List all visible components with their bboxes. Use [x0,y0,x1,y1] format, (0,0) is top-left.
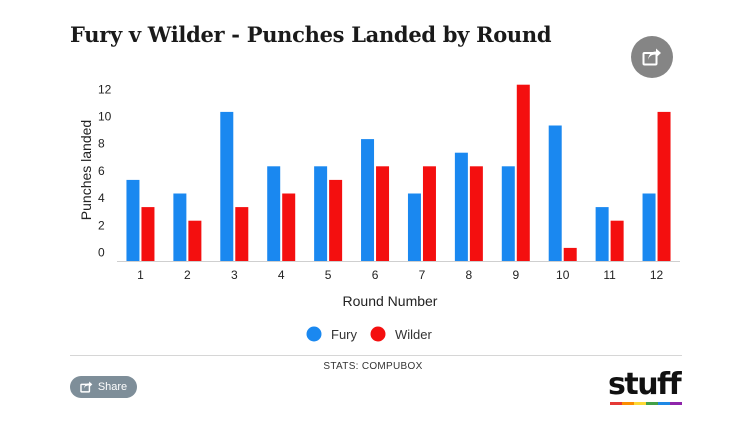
bar-wilder-round-5[interactable] [329,179,343,262]
bar-fury-round-4[interactable] [267,166,281,262]
x-tick-label: 3 [231,268,238,282]
bar-wilder-round-3[interactable] [235,207,249,262]
bar-wilder-round-8[interactable] [469,166,483,262]
y-tick-label: 2 [98,218,105,232]
bar-fury-round-2[interactable] [173,193,187,262]
y-tick-label: 0 [98,246,105,260]
x-axis-label: Round Number [343,293,438,309]
bar-wilder-round-6[interactable] [376,166,390,262]
legend-swatch-wilder [370,326,386,342]
y-axis-ticks: 0 2 4 6 8 10 12 [98,82,112,259]
bar-fury-round-6[interactable] [361,139,375,262]
bar-wilder-round-7[interactable] [422,166,436,262]
y-tick-label: 12 [98,82,112,96]
chart-title: Fury v Wilder - Punches Landed by Round [70,22,552,47]
divider [70,355,682,356]
bar-wilder-round-11[interactable] [610,220,624,262]
legend-item-wilder[interactable]: Wilder [370,326,433,343]
share-icon [80,381,93,393]
bar-fury-round-5[interactable] [314,166,328,262]
bar-wilder-round-4[interactable] [282,193,296,262]
bar-fury-round-7[interactable] [407,193,421,262]
legend-label-wilder: Wilder [395,327,433,342]
x-tick-label: 6 [372,268,379,282]
logo-stripe [610,402,682,405]
bar-fury-round-1[interactable] [126,179,140,262]
bar-fury-round-3[interactable] [220,111,234,262]
x-tick-label: 11 [603,268,616,282]
bar-wilder-round-1[interactable] [141,207,155,262]
x-tick-label: 7 [419,268,426,282]
share-button-label: Share [97,381,128,393]
bar-fury-round-8[interactable] [454,152,468,262]
bar-wilder-round-10[interactable] [563,247,577,262]
bar-wilder-round-12[interactable] [657,111,671,262]
x-tick-label: 4 [278,268,285,282]
bar-fury-round-12[interactable] [642,193,656,262]
y-tick-label: 6 [98,164,105,178]
x-tick-label: 9 [512,268,519,282]
x-axis-ticks: 1 2 3 4 5 6 7 8 9 10 11 12 [137,268,663,282]
bar-wilder-round-9[interactable] [516,84,530,262]
bar-fury-round-10[interactable] [548,125,562,262]
x-tick-label: 10 [556,268,570,282]
legend-swatch-fury [306,326,322,342]
share-circle-button[interactable] [631,36,673,78]
x-tick-label: 8 [466,268,473,282]
share-button[interactable]: Share [70,376,137,398]
x-tick-label: 2 [184,268,191,282]
share-icon [642,48,661,66]
bar-fury-round-11[interactable] [595,207,609,262]
legend: Fury Wilder [306,326,433,343]
y-tick-label: 8 [98,137,105,151]
y-axis-label: Punches landed [78,120,94,220]
legend-label-fury: Fury [331,327,358,342]
source-credit: STATS: COMPUBOX [323,361,423,372]
bar-fury-round-9[interactable] [501,166,515,262]
x-tick-label: 5 [325,268,332,282]
legend-item-fury[interactable]: Fury [306,326,358,343]
y-tick-label: 10 [98,110,112,124]
bars-group [126,84,671,262]
bar-wilder-round-2[interactable] [188,220,202,262]
x-tick-label: 1 [137,268,144,282]
y-tick-label: 4 [98,191,105,205]
x-tick-label: 12 [650,268,664,282]
stuff-logo[interactable]: stuff [608,367,682,402]
